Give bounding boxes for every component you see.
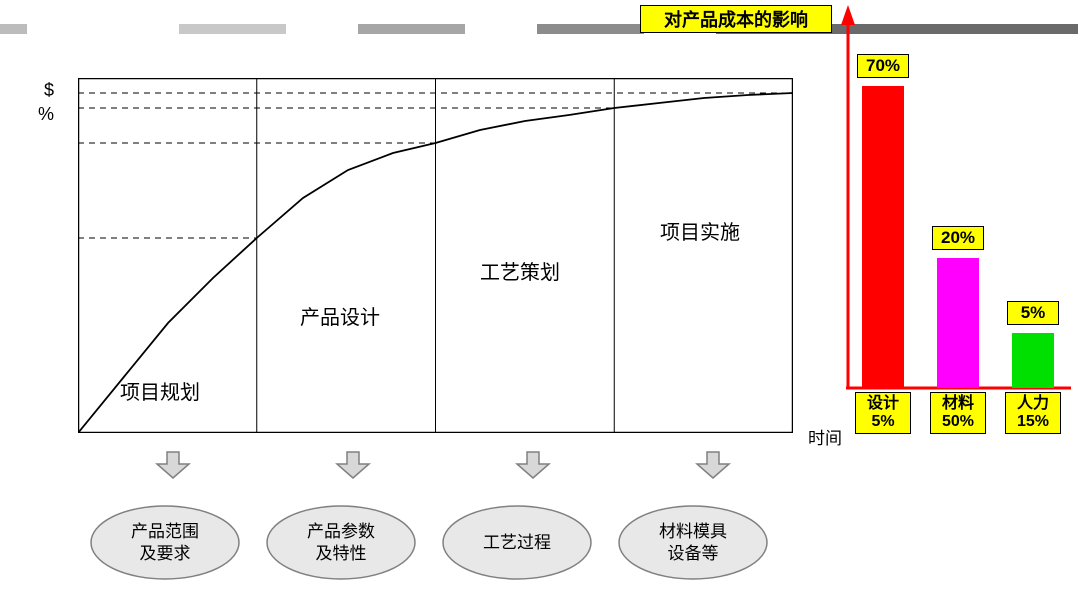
- x-axis-label: 时间: [808, 424, 842, 449]
- y-axis-label-dollar: $: [44, 80, 54, 101]
- bar: [937, 258, 979, 388]
- bar-sub: 15%: [1017, 413, 1049, 431]
- ellipse-text: 材料模具设备等: [659, 521, 727, 564]
- bar-name: 设计: [867, 395, 899, 413]
- bar: [1012, 333, 1054, 388]
- bar-top-tag: 70%: [857, 54, 909, 78]
- ellipse-node: 产品参数及特性: [266, 505, 416, 580]
- strip-segment: [465, 24, 537, 34]
- down-arrow-icon: [695, 450, 731, 480]
- strip-segment: [358, 24, 465, 34]
- bar-name: 材料: [942, 395, 974, 413]
- phase-label: 产品设计: [280, 301, 400, 330]
- ellipse-node: 材料模具设备等: [618, 505, 768, 580]
- down-arrow-icon: [155, 450, 191, 480]
- bar-chart-up-arrow: [832, 3, 856, 393]
- bar-top-tag: 5%: [1007, 301, 1059, 325]
- top-divider-strip: [0, 24, 1078, 34]
- bar-bottom-tag: 设计5%: [855, 392, 911, 434]
- phase-label: 项目实施: [640, 216, 760, 245]
- strip-segment: [179, 24, 286, 34]
- bar-sub: 5%: [871, 413, 894, 431]
- ellipse-node: 产品范围及要求: [90, 505, 240, 580]
- bar-bottom-tag: 人力15%: [1005, 392, 1061, 434]
- strip-segment: [27, 24, 179, 34]
- phase-label: 项目规划: [100, 376, 220, 405]
- ellipse-text: 工艺过程: [483, 532, 551, 553]
- strip-segment: [0, 24, 27, 34]
- strip-segment: [537, 24, 644, 34]
- header-tag: 对产品成本的影响: [640, 5, 832, 33]
- bar-top-tag: 20%: [932, 226, 984, 250]
- ellipse-text: 产品范围及要求: [131, 521, 199, 564]
- y-axis-label-percent: %: [38, 104, 54, 125]
- down-arrow-icon: [335, 450, 371, 480]
- ellipse-node: 工艺过程: [442, 505, 592, 580]
- ellipse-text: 产品参数及特性: [307, 521, 375, 564]
- bar-bottom-tag: 材料50%: [930, 392, 986, 434]
- bar-name: 人力: [1017, 395, 1049, 413]
- bar: [862, 86, 904, 388]
- down-arrow-icon: [515, 450, 551, 480]
- header-tag-text: 对产品成本的影响: [664, 6, 808, 32]
- bar-sub: 50%: [942, 413, 974, 431]
- phase-label: 工艺策划: [460, 256, 580, 285]
- strip-segment: [286, 24, 358, 34]
